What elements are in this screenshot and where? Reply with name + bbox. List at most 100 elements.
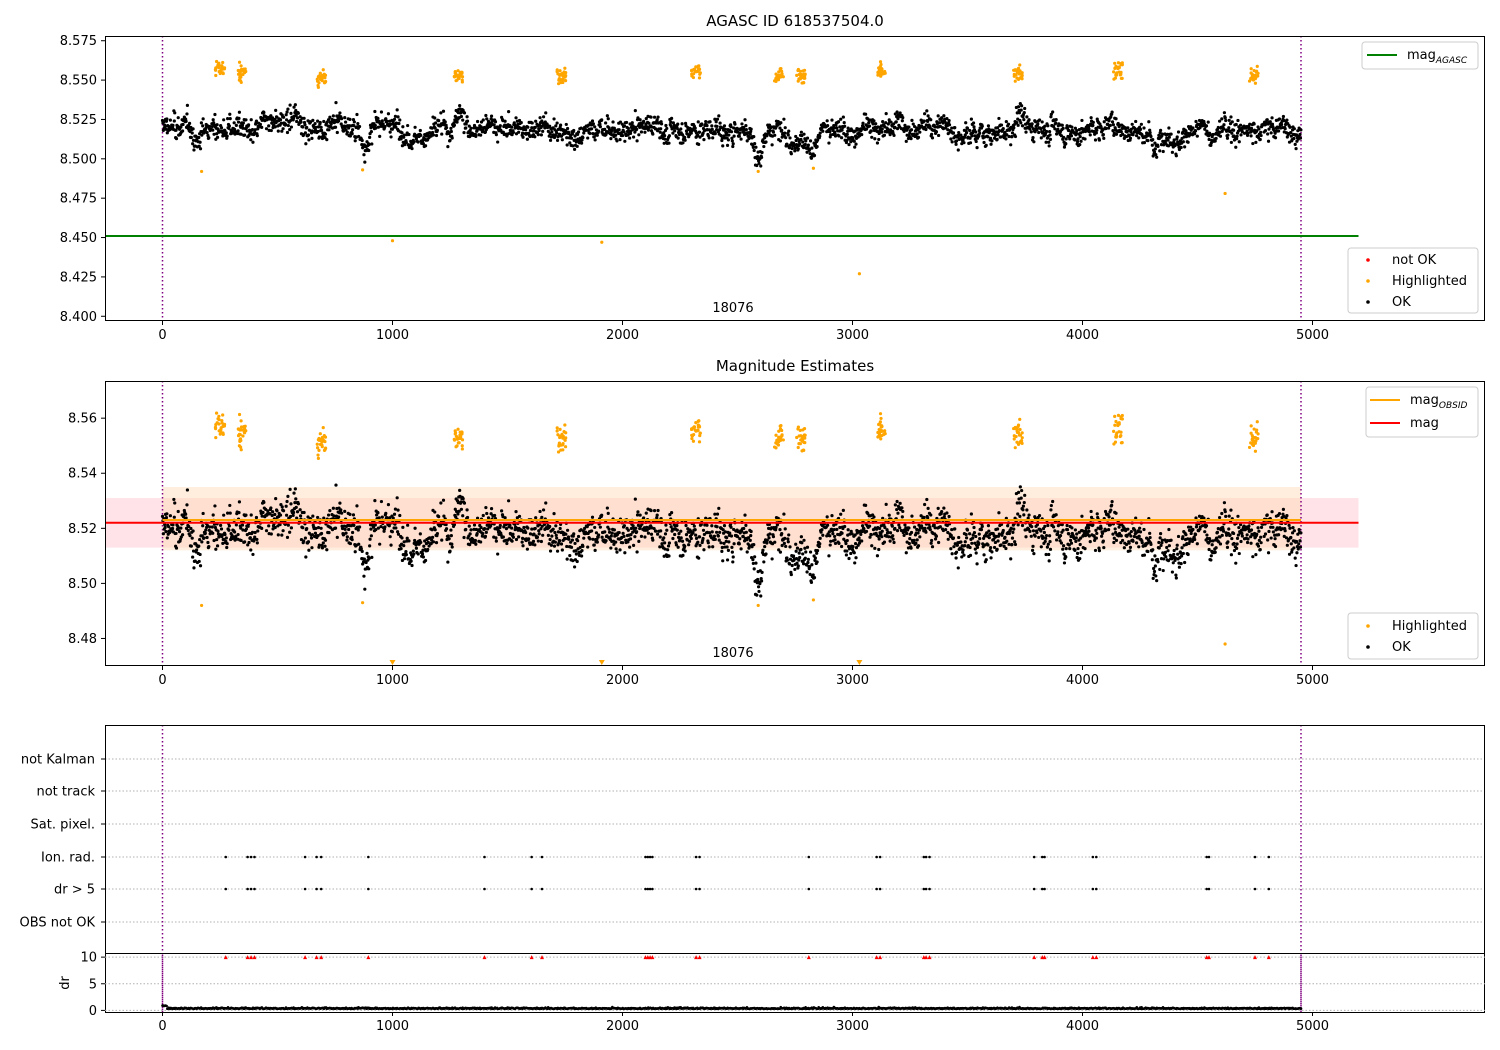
magnitude-ok-point <box>489 524 493 528</box>
agasc-ok-point <box>749 127 753 131</box>
agasc-ok-point <box>643 130 647 134</box>
magnitude-ok-point <box>840 531 844 535</box>
agasc-ok-point <box>392 117 397 121</box>
agasc-ok-point <box>1104 126 1108 131</box>
magnitude-ok-point <box>929 541 933 545</box>
agasc-ok-point <box>433 126 437 130</box>
magnitude-ok-point <box>777 548 781 552</box>
magnitude-ok-point <box>621 531 625 535</box>
magnitude-ok-point <box>744 523 748 527</box>
agasc-ytick-label-6: 8.550 <box>60 74 97 89</box>
agasc-ok-point <box>260 125 264 129</box>
magnitude-ok-point <box>356 528 360 532</box>
agasc-ok-point <box>226 117 230 121</box>
agasc-ok-point <box>237 116 241 120</box>
magnitude-ok-point <box>864 529 869 534</box>
magnitude-ok-point <box>214 547 218 551</box>
magnitude-ok-point <box>642 516 646 520</box>
magnitude-ok-point <box>879 532 883 536</box>
magnitude-ok-point <box>248 536 252 540</box>
agasc-ok-point <box>986 124 991 128</box>
magnitude-ok-point <box>191 529 195 533</box>
magnitude-ok-point <box>802 538 806 542</box>
magnitude-ok-point <box>1042 530 1046 535</box>
magnitude-ok-point <box>801 552 805 556</box>
agasc-ok-point <box>348 134 353 138</box>
agasc-ok-point <box>1289 130 1293 135</box>
agasc-ytick-label-2: 8.450 <box>60 231 97 246</box>
agasc-ok-point <box>880 127 884 131</box>
agasc-ok-point <box>980 124 984 128</box>
agasc-ok-point <box>404 140 408 144</box>
agasc-ok-point <box>713 117 717 121</box>
agasc-ok-point <box>1073 126 1077 130</box>
agasc-ok-point <box>201 117 205 121</box>
magnitude-ok-point <box>505 541 509 546</box>
magnitude-ok-point <box>430 528 434 532</box>
magnitude-ok-point <box>202 536 206 540</box>
agasc-ok-point <box>304 142 308 146</box>
agasc-ok-point <box>246 123 251 127</box>
magnitude-ok-point <box>284 504 288 508</box>
agasc-ok-point <box>933 125 937 129</box>
agasc-ytick-label-3: 8.475 <box>60 192 97 207</box>
magnitude-ok-point <box>808 572 812 576</box>
agasc-ok-point <box>530 121 534 125</box>
agasc-ok-point <box>546 129 550 133</box>
magnitude-ok-point <box>363 587 367 591</box>
agasc-xtick-label-3: 3000 <box>836 328 869 343</box>
magnitude-ok-point <box>652 509 657 513</box>
magnitude-ok-point <box>852 551 856 555</box>
magnitude-ok-point <box>391 516 395 520</box>
magnitude-ok-point <box>345 535 349 539</box>
magnitude-ok-point <box>617 531 621 535</box>
agasc-ok-point <box>573 134 577 138</box>
magnitude-ok-point <box>705 523 709 527</box>
magnitude-ok-point <box>569 545 574 549</box>
agasc-ok-point <box>1266 132 1270 136</box>
magnitude-ok-point <box>350 530 355 535</box>
agasc-ok-point <box>400 131 404 135</box>
agasc-ok-point <box>1208 132 1213 137</box>
agasc-highlighted-point <box>857 272 862 276</box>
agasc-ok-point <box>962 141 966 145</box>
agasc-ok-point <box>306 133 311 137</box>
magnitude-ok-point <box>607 530 612 534</box>
agasc-ok-point <box>1231 128 1236 132</box>
agasc-ok-point <box>525 137 529 141</box>
magnitude-ok-point <box>376 511 380 515</box>
agasc-ok-point <box>1249 134 1253 138</box>
agasc-ok-point <box>1107 126 1111 130</box>
magnitude-ok-point <box>986 543 990 547</box>
agasc-ok-point <box>860 132 864 137</box>
magnitude-ok-point <box>942 506 946 510</box>
agasc-ok-point <box>524 128 528 132</box>
magnitude-ok-point <box>869 533 873 537</box>
agasc-ok-point <box>669 120 673 124</box>
magnitude-ok-point <box>833 538 837 542</box>
agasc-ok-point <box>507 109 511 114</box>
magnitude-ok-point <box>987 536 991 540</box>
agasc-ok-point <box>1030 124 1034 128</box>
magnitude-ok-point <box>969 512 973 516</box>
magnitude-ok-point <box>782 541 786 545</box>
agasc-ok-point <box>808 139 813 143</box>
magnitude-ok-point <box>565 528 570 532</box>
magnitude-ok-point <box>201 524 205 528</box>
agasc-ok-point <box>803 142 807 147</box>
magnitude-ok-point <box>972 525 976 530</box>
legend-ok-label: OK <box>1392 295 1411 310</box>
magnitude-ok-point <box>662 536 666 540</box>
magnitude-ok-point <box>646 531 651 535</box>
magnitude-ok-point <box>1035 531 1039 535</box>
magnitude-ok-point <box>418 532 422 536</box>
magnitude-ok-point <box>285 499 289 504</box>
magnitude-ok-point <box>533 543 537 547</box>
agasc-ok-point <box>1174 154 1178 158</box>
agasc-ok-point <box>1160 132 1164 136</box>
magnitude-ok-point <box>306 540 311 544</box>
agasc-ok-point <box>1024 130 1028 134</box>
magnitude-ok-point <box>1020 488 1024 493</box>
magnitude-ok-point <box>551 527 555 531</box>
agasc-ok-point <box>889 120 893 124</box>
